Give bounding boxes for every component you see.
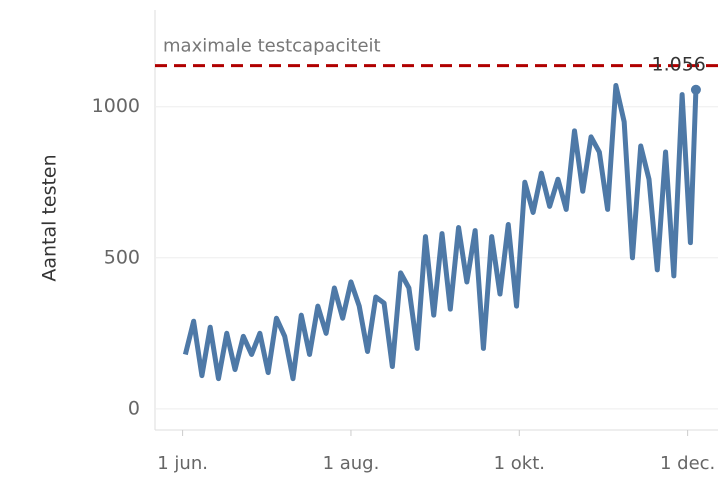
data-label: 1.056	[652, 53, 706, 75]
y-tick-label: 0	[128, 397, 140, 419]
reference-label: maximale testcapaciteit	[163, 36, 381, 57]
y-axis-label: Aantal testen	[39, 154, 61, 281]
x-tick-label: 1 aug.	[323, 453, 380, 474]
y-tick-label: 500	[104, 246, 140, 268]
y-tick-label: 1000	[92, 95, 140, 117]
line	[182, 83, 699, 382]
x-tick-label: 1 okt.	[494, 453, 545, 474]
x-tick-label: 1 dec.	[660, 453, 715, 474]
x-tick-label: 1 jun.	[157, 453, 208, 474]
end-point	[690, 84, 701, 95]
